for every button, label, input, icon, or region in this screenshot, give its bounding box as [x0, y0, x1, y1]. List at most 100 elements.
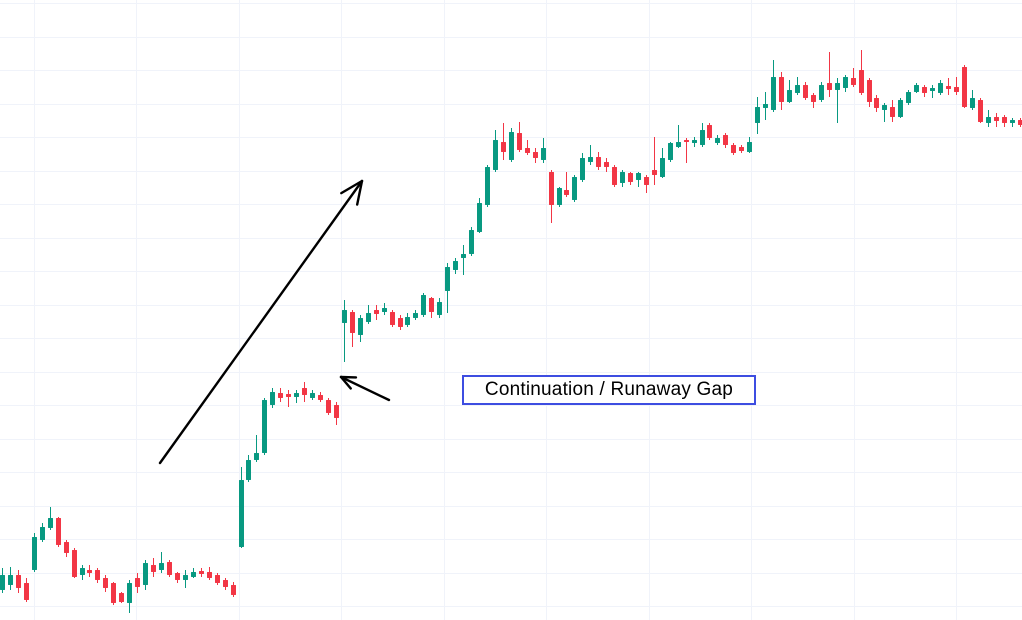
candle-wick — [686, 138, 687, 163]
candle-body — [874, 98, 879, 108]
candle-wick — [463, 245, 464, 275]
candle-body — [994, 117, 999, 121]
candle-body — [843, 77, 848, 88]
gridline-vertical — [34, 0, 35, 620]
candle-body — [986, 117, 991, 123]
candle-wick — [288, 390, 289, 407]
candle-body — [1010, 120, 1015, 123]
candle-body — [930, 88, 935, 91]
candle-body — [48, 518, 53, 528]
candle-body — [978, 100, 983, 122]
candle-body — [509, 132, 514, 160]
gridline-horizontal — [0, 3, 1022, 4]
gridline-vertical — [136, 0, 137, 620]
candle-body — [1018, 120, 1022, 125]
candle-body — [723, 135, 728, 145]
gridline-horizontal — [0, 372, 1022, 373]
gridline-horizontal — [0, 238, 1022, 239]
trend-arrow[interactable] — [158, 179, 364, 465]
candle-body — [0, 575, 5, 590]
candle-body — [302, 388, 307, 395]
candle-body — [557, 188, 562, 205]
candle-body — [95, 570, 100, 580]
candle-body — [493, 140, 498, 170]
gridline-horizontal — [0, 271, 1022, 272]
candle-body — [390, 312, 395, 325]
candle-body — [413, 313, 418, 318]
candle-body — [525, 148, 530, 153]
candle-body — [851, 78, 856, 85]
gridline-horizontal — [0, 104, 1022, 105]
gridline-horizontal — [0, 305, 1022, 306]
candle-body — [72, 550, 77, 577]
candle-body — [32, 537, 37, 570]
candle-body — [644, 177, 649, 185]
candle-body — [318, 395, 323, 400]
candle-body — [676, 142, 681, 147]
candle-body — [270, 392, 275, 405]
gridline-horizontal — [0, 439, 1022, 440]
candle-body — [962, 67, 967, 107]
candle-body — [175, 573, 180, 580]
candle-body — [747, 142, 752, 152]
candle-body — [660, 158, 665, 177]
candle-body — [199, 571, 204, 574]
candle-body — [700, 130, 705, 145]
candle-body — [612, 167, 617, 185]
candle-body — [231, 585, 236, 595]
candle-wick — [161, 552, 162, 573]
gridline-horizontal — [0, 171, 1022, 172]
gridline-horizontal — [0, 539, 1022, 540]
candle-body — [803, 85, 808, 98]
candle-body — [859, 70, 864, 93]
candle-body — [151, 565, 156, 572]
gap-arrow[interactable] — [339, 375, 391, 402]
candle-body — [246, 460, 251, 480]
candle-body — [946, 86, 951, 89]
candle-body — [572, 177, 577, 200]
gridline-vertical — [751, 0, 752, 620]
candle-body — [564, 190, 569, 195]
candle-body — [684, 140, 689, 142]
candle-body — [262, 400, 267, 453]
candle-body — [127, 583, 132, 603]
candle-body — [215, 575, 220, 583]
candle-body — [358, 318, 363, 335]
candle-body — [763, 104, 768, 108]
candle-body — [811, 95, 816, 102]
candle-body — [191, 572, 196, 577]
candle-body — [461, 254, 466, 258]
candle-wick — [566, 172, 567, 197]
gridline-vertical — [956, 0, 957, 620]
candle-body — [533, 152, 538, 158]
candle-body — [731, 145, 736, 153]
candle-body — [620, 172, 625, 183]
candle-body — [87, 570, 92, 573]
candle-body — [652, 170, 657, 175]
candle-body — [501, 142, 506, 152]
candle-body — [787, 90, 792, 102]
candle-body — [453, 261, 458, 270]
candle-body — [111, 583, 116, 603]
candle-body — [922, 87, 927, 93]
candle-body — [398, 318, 403, 327]
candle-wick — [853, 68, 854, 87]
candle-body — [1002, 117, 1007, 123]
candle-body — [16, 575, 21, 588]
candle-body — [437, 302, 442, 315]
gridline-horizontal — [0, 472, 1022, 473]
candle-body — [159, 563, 164, 570]
candle-wick — [932, 85, 933, 98]
runaway-gap-label[interactable]: Continuation / Runaway Gap — [462, 375, 756, 405]
candle-body — [167, 562, 172, 575]
candle-body — [239, 480, 244, 547]
candle-body — [867, 80, 872, 102]
candle-body — [382, 308, 387, 312]
candle-body — [779, 77, 784, 102]
candle-body — [24, 583, 29, 600]
candle-body — [80, 568, 85, 575]
candle-body — [707, 125, 712, 138]
candle-body — [715, 138, 720, 143]
candle-body — [636, 173, 641, 180]
gridline-horizontal — [0, 606, 1022, 607]
